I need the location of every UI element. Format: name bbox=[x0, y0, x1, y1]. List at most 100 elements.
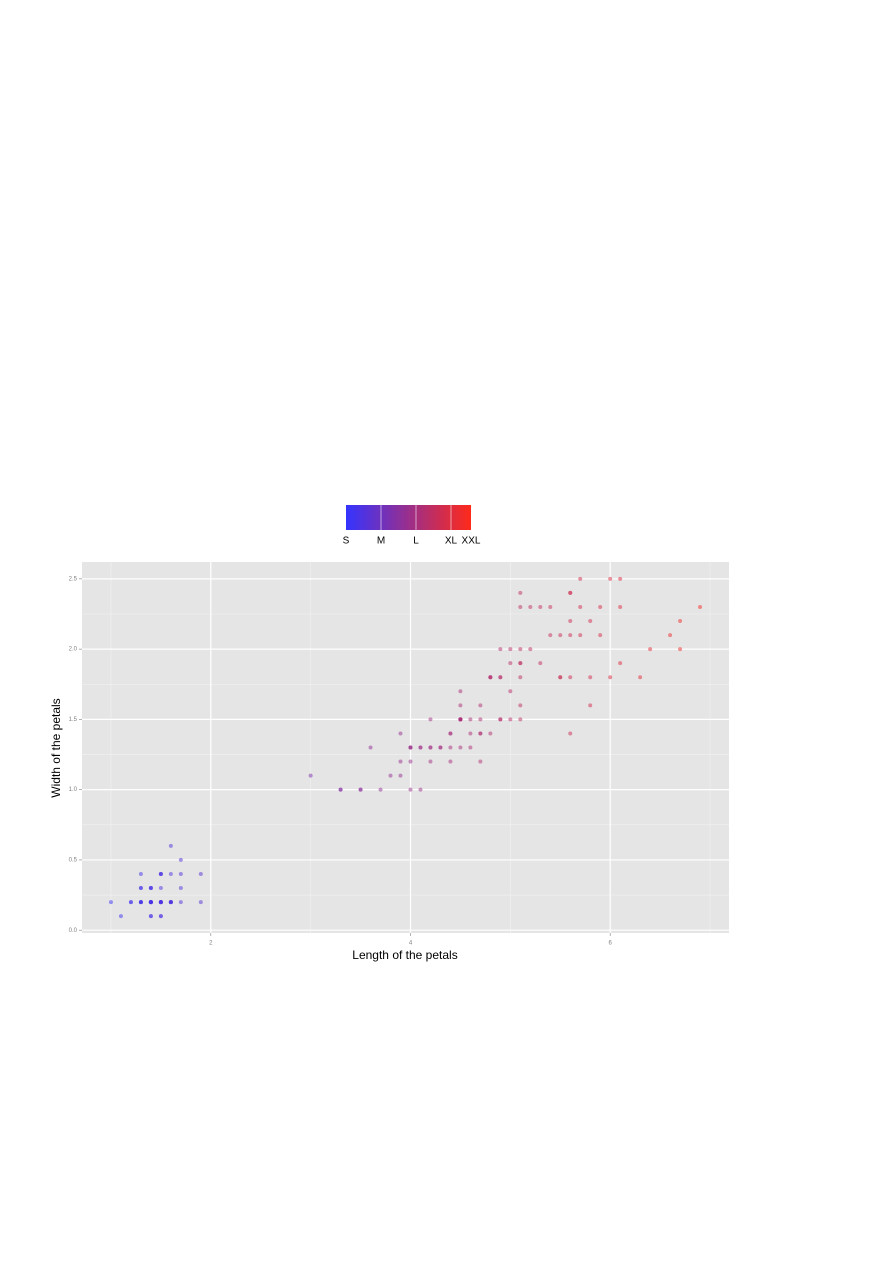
y-tick-label: 0.0 bbox=[69, 928, 78, 934]
legend-label: M bbox=[377, 536, 385, 547]
point bbox=[338, 787, 343, 792]
point bbox=[648, 647, 653, 652]
legend-label: XL bbox=[445, 536, 458, 547]
point bbox=[548, 604, 553, 609]
point bbox=[458, 717, 463, 722]
point bbox=[578, 633, 583, 638]
point bbox=[468, 717, 473, 722]
point bbox=[678, 647, 683, 652]
x-axis-title: Length of the petals bbox=[352, 948, 457, 962]
point bbox=[448, 745, 453, 750]
point bbox=[568, 633, 573, 638]
point bbox=[118, 914, 123, 919]
point bbox=[508, 689, 513, 694]
point bbox=[178, 900, 183, 905]
point bbox=[158, 900, 163, 905]
point bbox=[358, 787, 363, 792]
point bbox=[638, 675, 643, 680]
point bbox=[478, 731, 483, 736]
point bbox=[428, 759, 433, 764]
x-tick-label: 6 bbox=[609, 941, 613, 947]
point bbox=[488, 731, 493, 736]
point bbox=[558, 675, 563, 680]
point bbox=[398, 731, 403, 736]
point bbox=[168, 871, 173, 876]
point bbox=[388, 773, 393, 778]
point bbox=[538, 604, 543, 609]
y-axis-title: Width of the petals bbox=[49, 698, 63, 797]
point bbox=[548, 633, 553, 638]
point bbox=[158, 886, 163, 891]
point bbox=[598, 633, 603, 638]
point bbox=[528, 604, 533, 609]
point bbox=[618, 576, 623, 581]
legend-label: L bbox=[413, 536, 419, 547]
point bbox=[448, 731, 453, 736]
point bbox=[178, 886, 183, 891]
point bbox=[608, 675, 613, 680]
point bbox=[518, 703, 523, 708]
point bbox=[138, 900, 143, 905]
point bbox=[518, 661, 523, 666]
y-tick-label: 1.0 bbox=[69, 787, 78, 793]
point bbox=[568, 619, 573, 624]
point bbox=[468, 731, 473, 736]
point bbox=[128, 900, 133, 905]
point bbox=[568, 731, 573, 736]
point bbox=[438, 745, 443, 750]
point bbox=[408, 745, 413, 750]
y-tick-label: 1.5 bbox=[69, 717, 78, 723]
y-tick-label: 0.5 bbox=[69, 858, 78, 864]
point bbox=[508, 661, 513, 666]
point bbox=[518, 717, 523, 722]
point bbox=[588, 619, 593, 624]
point bbox=[428, 717, 433, 722]
point bbox=[458, 703, 463, 708]
point bbox=[198, 871, 203, 876]
point bbox=[448, 759, 453, 764]
point bbox=[518, 590, 523, 595]
point bbox=[598, 604, 603, 609]
point bbox=[468, 745, 473, 750]
point bbox=[148, 886, 153, 891]
point bbox=[108, 900, 113, 905]
point bbox=[428, 745, 433, 750]
x-tick-label: 2 bbox=[209, 941, 213, 947]
point bbox=[168, 843, 173, 848]
point bbox=[478, 703, 483, 708]
point bbox=[178, 871, 183, 876]
point bbox=[698, 604, 703, 609]
point bbox=[138, 871, 143, 876]
point bbox=[498, 647, 503, 652]
point bbox=[588, 675, 593, 680]
point bbox=[478, 759, 483, 764]
point bbox=[398, 759, 403, 764]
point bbox=[578, 576, 583, 581]
point bbox=[498, 717, 503, 722]
point bbox=[518, 604, 523, 609]
point bbox=[158, 871, 163, 876]
point bbox=[488, 675, 493, 680]
point bbox=[508, 717, 513, 722]
legend-label: S bbox=[343, 536, 350, 547]
point bbox=[508, 647, 513, 652]
point bbox=[518, 675, 523, 680]
point bbox=[178, 857, 183, 862]
y-tick-label: 2.0 bbox=[69, 647, 78, 653]
point bbox=[668, 633, 673, 638]
point bbox=[678, 619, 683, 624]
point bbox=[538, 661, 543, 666]
point bbox=[498, 675, 503, 680]
point bbox=[378, 787, 383, 792]
point bbox=[148, 900, 153, 905]
point bbox=[138, 886, 143, 891]
point bbox=[458, 745, 463, 750]
point bbox=[518, 647, 523, 652]
point bbox=[478, 717, 483, 722]
plot-panel bbox=[82, 562, 729, 933]
y-tick-label: 2.5 bbox=[69, 576, 78, 582]
point bbox=[198, 900, 203, 905]
point bbox=[418, 745, 423, 750]
colorbar bbox=[346, 505, 471, 530]
